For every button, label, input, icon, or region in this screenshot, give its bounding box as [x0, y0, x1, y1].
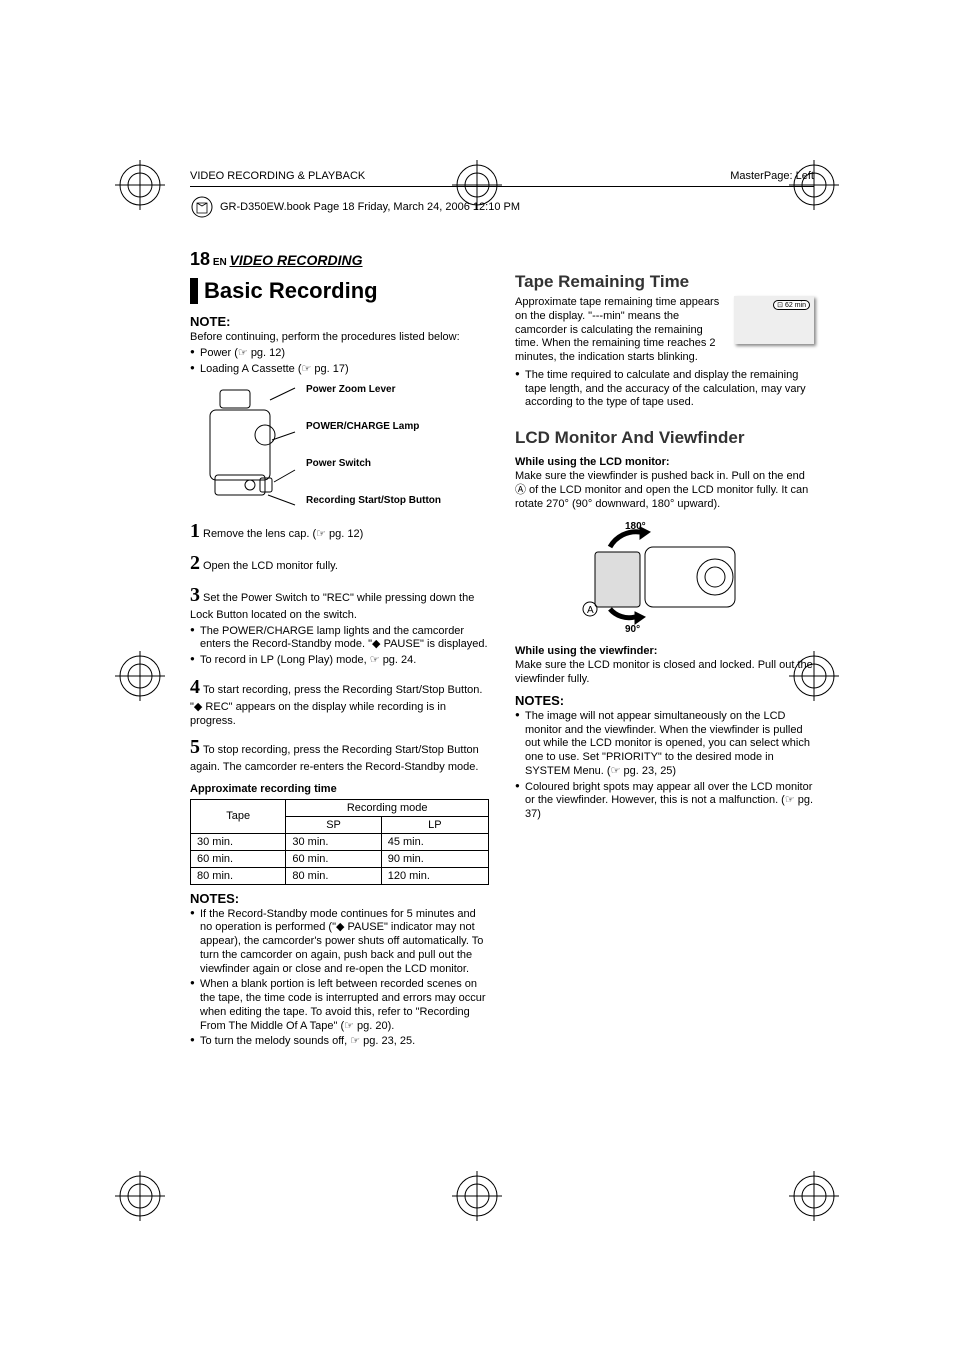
title-stripe-icon: [190, 278, 198, 304]
step-4: 4To start recording, press the Recording…: [190, 674, 489, 729]
table-header: Recording mode: [286, 799, 489, 816]
table-row: 60 min. 60 min. 90 min.: [191, 850, 489, 867]
notes-bullet-list: The image will not appear simultaneously…: [515, 710, 814, 822]
list-item: To turn the melody sounds off, ☞ pg. 23,…: [190, 1035, 489, 1049]
camcorder-diagram: Power Zoom Lever POWER/CHARGE Lamp Power…: [190, 380, 489, 510]
crop-mark-icon: [115, 160, 165, 210]
diagram-label: Power Switch: [306, 458, 441, 469]
tape-bullet-list: The time required to calculate and displ…: [515, 369, 814, 410]
note-heading: NOTE:: [190, 314, 489, 329]
table-cell: 120 min.: [381, 867, 488, 884]
list-item: The POWER/CHARGE lamp lights and the cam…: [190, 625, 489, 653]
recording-time-table: Tape Recording mode SP LP 30 min. 30 min…: [190, 799, 489, 885]
notes-heading: NOTES:: [515, 693, 814, 708]
list-item: When a blank portion is left between rec…: [190, 978, 489, 1033]
step-1: 1Remove the lens cap. (☞ pg. 12): [190, 518, 489, 544]
list-item: To record in LP (Long Play) mode, ☞ pg. …: [190, 654, 489, 668]
list-item: The image will not appear simultaneously…: [515, 710, 814, 779]
lcd-heading: LCD Monitor And Viewfinder: [515, 428, 814, 448]
book-icon: [190, 195, 214, 219]
lang-label: EN: [213, 257, 227, 268]
crop-mark-icon: [115, 651, 165, 701]
pre-bullet-list: Power (☞ pg. 12) Loading A Cassette (☞ p…: [190, 347, 489, 377]
crop-mark-icon: [789, 1171, 839, 1221]
header-left: VIDEO RECORDING & PLAYBACK: [190, 170, 365, 182]
table-cell: 60 min.: [286, 850, 381, 867]
list-item: Coloured bright spots may appear all ove…: [515, 781, 814, 822]
right-column: Tape Remaining Time ⊡ 62 min Approximate…: [515, 272, 814, 1051]
step-5: 5To stop recording, press the Recording …: [190, 734, 489, 774]
page-header: VIDEO RECORDING & PLAYBACK MasterPage: L…: [190, 170, 814, 182]
table-row: 30 min. 30 min. 45 min.: [191, 833, 489, 850]
crop-mark-icon: [115, 1171, 165, 1221]
angle-label: 90°: [625, 624, 640, 635]
lcd-paragraph: Make sure the viewfinder is pushed back …: [515, 470, 814, 511]
crop-mark-icon: [452, 160, 502, 210]
manual-page: VIDEO RECORDING & PLAYBACK MasterPage: L…: [0, 0, 954, 1351]
table-cell: 90 min.: [381, 850, 488, 867]
diagram-label: POWER/CHARGE Lamp: [306, 421, 441, 432]
notes-heading: NOTES:: [190, 891, 489, 906]
crop-mark-icon: [452, 1171, 502, 1221]
step-text: Open the LCD monitor fully.: [203, 560, 338, 572]
marker-a-icon: A: [587, 605, 594, 616]
viewfinder-paragraph: Make sure the LCD monitor is closed and …: [515, 659, 814, 687]
angle-label: 180°: [625, 521, 646, 532]
viewfinder-subhead: While using the viewfinder:: [515, 645, 814, 657]
table-cell: 60 min.: [191, 850, 286, 867]
table-cell: 80 min.: [286, 867, 381, 884]
main-title: Basic Recording: [204, 278, 378, 304]
table-row: 80 min. 80 min. 120 min.: [191, 867, 489, 884]
diagram-label: Recording Start/Stop Button: [306, 495, 441, 506]
step-text: Set the Power Switch to "REC" while pres…: [190, 592, 474, 621]
step-3: 3Set the Power Switch to "REC" while pre…: [190, 582, 489, 622]
left-column: Basic Recording NOTE: Before continuing,…: [190, 272, 489, 1051]
notes-bullet-list: If the Record-Standby mode continues for…: [190, 908, 489, 1050]
diagram-label: Power Zoom Lever: [306, 384, 441, 395]
step-2: 2Open the LCD monitor fully.: [190, 550, 489, 576]
main-title-bar: Basic Recording: [190, 278, 489, 304]
page-number-row: 18 EN VIDEO RECORDING: [190, 249, 814, 270]
camcorder-icon: [190, 380, 300, 510]
table-cell: 45 min.: [381, 833, 488, 850]
note-intro: Before continuing, perform the procedure…: [190, 331, 489, 345]
header-rule: [190, 186, 814, 187]
table-cell: 80 min.: [191, 867, 286, 884]
table-header: SP: [286, 816, 381, 833]
section-title: VIDEO RECORDING: [230, 252, 363, 268]
approx-time-heading: Approximate recording time: [190, 783, 489, 795]
crop-mark-icon: [789, 651, 839, 701]
crop-mark-icon: [789, 160, 839, 210]
tape-display-box: ⊡ 62 min: [734, 296, 814, 344]
table-header: Tape: [191, 799, 286, 833]
table-cell: 30 min.: [286, 833, 381, 850]
step-text: Remove the lens cap. (☞ pg. 12): [203, 528, 363, 540]
table-cell: 30 min.: [191, 833, 286, 850]
book-info-row: GR-D350EW.book Page 18 Friday, March 24,…: [190, 195, 814, 219]
page-number: 18: [190, 249, 210, 269]
step-text: To stop recording, press the Recording S…: [190, 744, 479, 773]
table-header: LP: [381, 816, 488, 833]
list-item: Loading A Cassette (☞ pg. 17): [190, 363, 489, 377]
step3-bullet-list: The POWER/CHARGE lamp lights and the cam…: [190, 625, 489, 668]
step-text: To start recording, press the Recording …: [190, 684, 482, 727]
list-item: Power (☞ pg. 12): [190, 347, 489, 361]
lcd-subhead: While using the LCD monitor:: [515, 456, 814, 468]
tape-remaining-heading: Tape Remaining Time: [515, 272, 814, 292]
lcd-rotation-diagram: 180° 90° A: [515, 517, 814, 637]
list-item: If the Record-Standby mode continues for…: [190, 908, 489, 977]
list-item: The time required to calculate and displ…: [515, 369, 814, 410]
tape-time-badge: ⊡ 62 min: [773, 300, 810, 310]
